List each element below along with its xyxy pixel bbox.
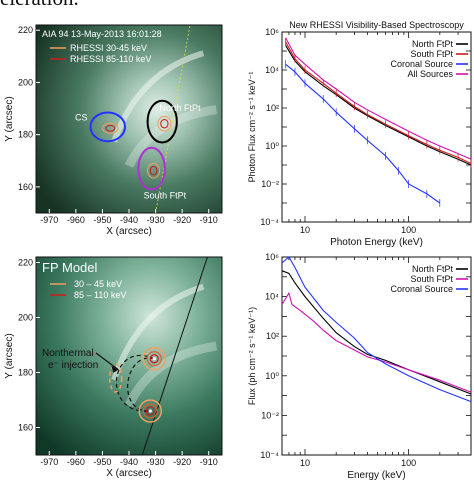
panel-0-source-ellipse [137, 146, 166, 191]
panel-2-bright-loop [111, 283, 205, 381]
panel-3-y-tick-label: 10⁶ [265, 252, 279, 262]
panel-1-axes-frame [281, 31, 472, 223]
panel-0-contour-30-45 [147, 162, 161, 179]
panel-2-legend-label: 85 – 110 keV [74, 290, 126, 300]
panel-2-y-tick-label: 180 [18, 368, 33, 378]
page-text-fragment: eleration. [0, 0, 79, 11]
panel-0-contour-85-110 [105, 124, 116, 132]
panel-2-annotation-arrow-line [95, 352, 119, 371]
panel-1-y-tick-label: 10⁶ [265, 27, 279, 37]
panel-2-source-contour-85-110 [149, 354, 159, 364]
panel-0-contour-30-45 [102, 122, 119, 134]
panel-0-source-ellipse [146, 99, 178, 144]
panel-1-y-tick-label: 10⁴ [265, 65, 279, 75]
panel-0-legend-label: RHESSI 30-45 keV [70, 43, 147, 53]
panel-0-x-tick-label: -930 [147, 215, 165, 225]
panel-0-x-tick-label: -910 [200, 215, 218, 225]
panel-3-y-tick-label: 10² [266, 331, 279, 341]
panel-3-legend-label: Coronal Source [390, 284, 453, 294]
panel-0-y-axis-label: Y (arcsec) [4, 96, 15, 141]
panel-3-legend-label: North FtPt [412, 264, 454, 274]
panel-1-x-tick-label: 10 [300, 225, 310, 235]
panel-2-source-contour-30-45 [142, 347, 166, 371]
panel-2-x-tick-label: -930 [147, 457, 165, 467]
panel-2-y-tick-label: 200 [18, 313, 33, 323]
panel-2-source-contour-85-110 [145, 406, 155, 416]
panel-0-contour-85-110 [149, 166, 158, 176]
panel-2-x-tick-label: -910 [200, 457, 218, 467]
panel-2-source-contour [142, 403, 158, 419]
panel-2-dashed-loop [116, 355, 155, 412]
panel-3-axes-frame [281, 256, 472, 456]
panel-3-y-tick-label: 10⁰ [265, 371, 279, 381]
panel-2-annotation-nonthermal: Nonthermal [42, 348, 94, 359]
panel-1-x-axis-label: Photon Energy (keV) [330, 237, 423, 248]
panel-1-y-tick-label: 10⁰ [265, 141, 279, 151]
panel-1-legend-label: Coronal Source [390, 59, 453, 69]
panel-0-y-tick-label: 160 [18, 182, 33, 192]
panel-2-legend-label: 30 – 45 keV [74, 279, 122, 289]
panel-0-y-tick-label: 180 [18, 130, 33, 140]
panel-1-series-line [285, 63, 441, 204]
panel-0-annotation-south-ftpt: South FtPt [144, 191, 187, 201]
panel-2-x-tick-label: -960 [67, 457, 85, 467]
panel-1-y-tick-label: 10⁻² [261, 179, 279, 189]
panel-2-source-contour-30-45 [138, 399, 163, 423]
panel-2-x-axis-label: X (arcsec) [106, 468, 152, 479]
panel-3-series-line [281, 256, 472, 403]
panel-3-y-tick-label: 10⁻⁴ [260, 450, 279, 460]
panel-0-annotation-cs: CS [75, 112, 88, 122]
panel-0-annotation-north-ftpt: North FtPt [160, 103, 202, 113]
panel-1-chart-title: New RHESSI Visibility-Based Spectroscopy [289, 20, 464, 30]
panel-3-x-axis-label: Energy (keV) [347, 470, 405, 481]
panel-1-series-line [285, 37, 472, 160]
panel-0-bright-loop [124, 105, 218, 169]
panel-2-y-tick-label: 220 [18, 258, 33, 268]
panel-2-dashed-loop [127, 357, 155, 412]
panel-1-legend-label: All Sources [407, 69, 453, 79]
panel-2-annotation-injection: e⁻ injection [48, 360, 98, 371]
panel-0-x-tick-label: -950 [93, 215, 111, 225]
panel-0-x-tick-label: -940 [120, 215, 138, 225]
panel-3-y-tick-label: 10⁻² [261, 410, 279, 420]
panel-2-x-tick-label: -950 [93, 457, 111, 467]
panel-3-legend-label: South FtPt [410, 274, 453, 284]
panel-2-y-axis-label: Y (arcsec) [4, 333, 15, 378]
panel-2-annotation-arrow-head [111, 365, 119, 373]
panel-2-header-text: FP Model [42, 260, 98, 275]
panel-0-x-tick-label: -920 [173, 215, 191, 225]
panel-0-x-axis-label: X (arcsec) [106, 226, 152, 237]
panel-3-y-axis-label: Flux (ph cm⁻² s⁻¹ keV⁻¹) [247, 307, 257, 405]
panel-0-header-text: AIA 94 13-May-2013 16:01:28 [42, 29, 162, 39]
panel-3-series-line [281, 291, 472, 393]
panel-1-legend-label: North FtPt [412, 39, 454, 49]
panel-1-x-tick-label: 100 [401, 225, 416, 235]
panel-0-x-tick-label: -960 [67, 215, 85, 225]
panel-0-bright-loop [111, 50, 205, 143]
panel-0-source-ellipse [89, 111, 127, 143]
panel-0-contour-30-45 [157, 115, 172, 132]
panel-1-y-tick-label: 10⁻⁴ [260, 217, 279, 227]
panel-2-source-core [148, 409, 152, 413]
panel-2-x-tick-label: -940 [120, 457, 138, 467]
panel-1-y-tick-label: 10² [266, 103, 279, 113]
panel-1-y-axis-label: Photon Flux cm⁻² s⁻¹ keV⁻¹ [247, 72, 257, 183]
panel-0-contour-85-110 [160, 119, 169, 129]
panel-0-y-tick-label: 200 [18, 77, 33, 87]
panel-0-y-tick-label: 220 [18, 25, 33, 35]
panel-2-x-tick-label: -920 [173, 457, 191, 467]
panel-2-coronal-contour [108, 363, 123, 393]
panel-2-source-contour [146, 351, 162, 367]
panel-2-y-tick-label: 160 [18, 423, 33, 433]
panel-3-x-tick-label: 10 [300, 458, 310, 468]
panel-1-legend-label: South FtPt [410, 49, 453, 59]
panel-0-legend-label: RHESSI 85-110 keV [70, 54, 151, 64]
panel-3-y-tick-label: 10⁴ [265, 292, 279, 302]
panel-0-x-tick-label: -970 [40, 215, 58, 225]
panel-2-source-core [152, 357, 156, 361]
panel-2-x-tick-label: -970 [40, 457, 58, 467]
panel-3-x-tick-label: 100 [401, 458, 416, 468]
